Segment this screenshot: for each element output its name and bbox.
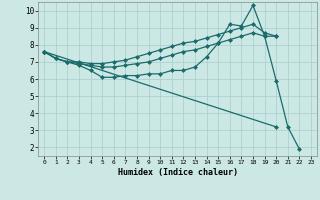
X-axis label: Humidex (Indice chaleur): Humidex (Indice chaleur) [118,168,238,177]
